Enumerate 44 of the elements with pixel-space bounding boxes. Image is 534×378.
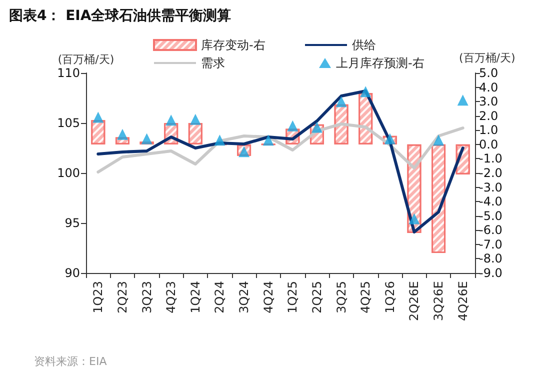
x-tick-label: 2Q25 bbox=[310, 281, 324, 314]
legend-label: 供给 bbox=[352, 38, 376, 52]
x-tick-label: 3Q26E bbox=[432, 281, 446, 321]
x-tick-label: 4Q23 bbox=[164, 281, 178, 314]
y2-tick-label: -3.0 bbox=[479, 180, 502, 194]
x-tick-label: 4Q24 bbox=[261, 281, 276, 314]
y2-tick-label: 0.0 bbox=[479, 137, 498, 152]
legend-label: 库存变动-右 bbox=[201, 38, 266, 52]
x-tick-label: 3Q23 bbox=[140, 281, 154, 314]
y2-tick-label: -9.0 bbox=[479, 266, 502, 280]
x-tick-label: 4Q26E bbox=[456, 281, 470, 321]
y2-tick-label: 2.0 bbox=[479, 108, 498, 123]
y2-tick-label: 4.0 bbox=[479, 80, 498, 94]
y-tick-label: 110 bbox=[57, 66, 80, 80]
y2-tick-label: -5.0 bbox=[479, 208, 502, 223]
y-tick-label: 90 bbox=[64, 266, 80, 280]
x-tick-label: 1Q25 bbox=[286, 281, 300, 314]
y2-tick-label: -4.0 bbox=[479, 194, 502, 209]
text: 资料来源：EIA bbox=[34, 355, 108, 368]
y2-tick-label: -7.0 bbox=[479, 237, 502, 252]
y2-tick-label: 5.0 bbox=[479, 66, 498, 80]
y2-tick-label: -2.0 bbox=[479, 166, 502, 180]
chart-title: 图表4： EIA全球石油供需平衡测算 bbox=[9, 8, 232, 24]
y2-tick-label: -6.0 bbox=[479, 223, 502, 238]
x-tick-label: 1Q26 bbox=[382, 281, 397, 314]
legend-label: 需求 bbox=[201, 56, 225, 70]
y-tick-label: 95 bbox=[64, 216, 80, 230]
y2-axis-title: (百万桶/天) bbox=[459, 52, 516, 65]
x-tick-label: 2Q23 bbox=[115, 281, 130, 314]
y-tick-label: 100 bbox=[57, 166, 80, 180]
x-tick-label: 4Q25 bbox=[358, 281, 373, 314]
x-tick-label: 3Q24 bbox=[237, 281, 252, 314]
legend-label: 上月库存预测-右 bbox=[336, 56, 424, 70]
x-tick-label: 1Q23 bbox=[91, 281, 106, 314]
y2-tick-label: 1.0 bbox=[479, 123, 498, 138]
y2-tick-label: -1.0 bbox=[479, 152, 502, 166]
y-tick-label: 105 bbox=[57, 116, 80, 130]
y2-tick-label: -8.0 bbox=[479, 252, 502, 266]
x-tick-label: 2Q26E bbox=[407, 281, 422, 321]
y2-tick-label: 3.0 bbox=[479, 94, 498, 109]
x-tick-label: 1Q24 bbox=[188, 281, 202, 314]
y-axis-title: (百万桶/天) bbox=[58, 53, 114, 66]
x-tick-label: 2Q24 bbox=[212, 281, 227, 314]
x-tick-label: 3Q25 bbox=[334, 281, 348, 314]
